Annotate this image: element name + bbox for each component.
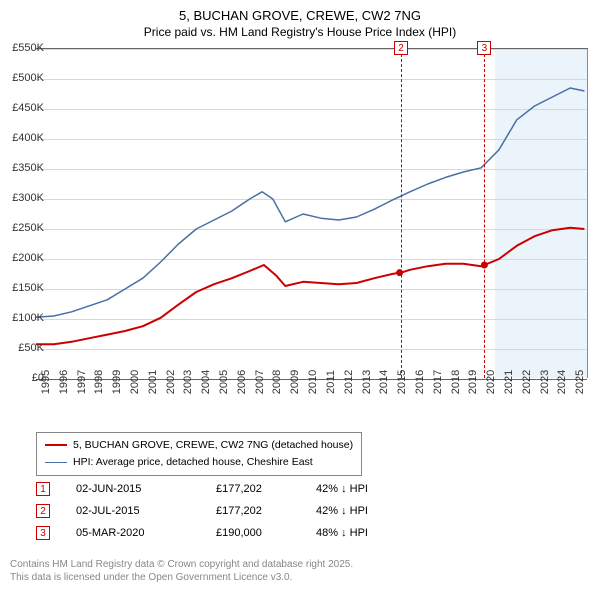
x-tick-label: 2010 [307, 370, 319, 394]
x-tick-label: 2015 [396, 370, 408, 394]
chart-legend: 5, BUCHAN GROVE, CREWE, CW2 7NG (detache… [36, 432, 362, 476]
sales-price: £177,202 [216, 483, 316, 495]
chart-plot-area: 23 [36, 48, 588, 378]
series-marker-price_paid [396, 269, 403, 276]
x-tick-label: 2025 [574, 370, 586, 394]
sales-row: 3 05-MAR-2020£190,00048% ↓ HPI [36, 522, 416, 544]
x-tick-label: 2020 [485, 370, 497, 394]
event-marker-badge: 2 [394, 41, 408, 55]
x-tick-label: 2017 [432, 370, 444, 394]
legend-swatch [45, 444, 67, 446]
y-tick-label: £0 [6, 372, 44, 384]
legend-item: HPI: Average price, detached house, Ches… [45, 454, 353, 471]
sales-marker-badge: 2 [36, 504, 50, 518]
x-tick-label: 2007 [254, 370, 266, 394]
x-tick-label: 2005 [218, 370, 230, 394]
legend-label: 5, BUCHAN GROVE, CREWE, CW2 7NG (detache… [73, 437, 353, 454]
x-tick-label: 2002 [165, 370, 177, 394]
x-tick-label: 2024 [556, 370, 568, 394]
x-tick-label: 2021 [503, 370, 515, 394]
y-tick-label: £50K [6, 342, 44, 354]
x-tick-label: 2001 [147, 370, 159, 394]
y-tick-label: £450K [6, 102, 44, 114]
x-tick-label: 2023 [539, 370, 551, 394]
y-tick-label: £500K [6, 72, 44, 84]
sales-date: 02-JUN-2015 [76, 483, 216, 495]
y-tick-label: £200K [6, 252, 44, 264]
x-tick-label: 2012 [343, 370, 355, 394]
x-tick-label: 2006 [236, 370, 248, 394]
sales-marker-badge: 1 [36, 482, 50, 496]
event-marker-badge: 3 [477, 41, 491, 55]
y-tick-label: £250K [6, 222, 44, 234]
sales-date: 05-MAR-2020 [76, 527, 216, 539]
sales-date: 02-JUL-2015 [76, 505, 216, 517]
x-tick-label: 1999 [111, 370, 123, 394]
sales-marker-badge: 3 [36, 526, 50, 540]
y-tick-label: £100K [6, 312, 44, 324]
event-marker-line [484, 49, 485, 378]
x-tick-label: 1997 [76, 370, 88, 394]
event-marker-line [401, 49, 402, 378]
y-tick-label: £550K [6, 42, 44, 54]
x-tick-label: 2016 [414, 370, 426, 394]
x-tick-label: 2011 [325, 370, 337, 394]
y-tick-label: £300K [6, 192, 44, 204]
y-tick-label: £350K [6, 162, 44, 174]
footer-line2: This data is licensed under the Open Gov… [10, 571, 353, 584]
x-tick-label: 2019 [467, 370, 479, 394]
x-tick-label: 2022 [521, 370, 533, 394]
x-tick-label: 1995 [40, 370, 52, 394]
sales-diff: 42% ↓ HPI [316, 505, 416, 517]
sales-table: 1 02-JUN-2015£177,20242% ↓ HPI 2 02-JUL-201… [36, 478, 416, 544]
sales-diff: 48% ↓ HPI [316, 527, 416, 539]
legend-item: 5, BUCHAN GROVE, CREWE, CW2 7NG (detache… [45, 437, 353, 454]
x-tick-label: 2013 [361, 370, 373, 394]
chart-title-line2: Price paid vs. HM Land Registry's House … [0, 25, 600, 39]
legend-label: HPI: Average price, detached house, Ches… [73, 454, 313, 471]
chart-line-layer [36, 49, 587, 378]
x-tick-label: 2000 [129, 370, 141, 394]
attribution-footer: Contains HM Land Registry data © Crown c… [10, 558, 353, 584]
y-tick-label: £150K [6, 282, 44, 294]
sales-row: 2 02-JUL-2015£177,20242% ↓ HPI [36, 500, 416, 522]
x-tick-label: 2003 [182, 370, 194, 394]
sales-row: 1 02-JUN-2015£177,20242% ↓ HPI [36, 478, 416, 500]
x-tick-label: 1998 [93, 370, 105, 394]
x-tick-label: 2018 [450, 370, 462, 394]
x-tick-label: 2014 [378, 370, 390, 394]
x-tick-label: 2009 [289, 370, 301, 394]
series-line-price_paid [36, 228, 584, 344]
x-tick-label: 2008 [271, 370, 283, 394]
sales-diff: 42% ↓ HPI [316, 483, 416, 495]
legend-swatch [45, 462, 67, 463]
sales-price: £190,000 [216, 527, 316, 539]
x-tick-label: 1996 [58, 370, 70, 394]
footer-line1: Contains HM Land Registry data © Crown c… [10, 558, 353, 571]
x-tick-label: 2004 [200, 370, 212, 394]
y-tick-label: £400K [6, 132, 44, 144]
chart-title-block: 5, BUCHAN GROVE, CREWE, CW2 7NG Price pa… [0, 0, 600, 39]
sales-price: £177,202 [216, 505, 316, 517]
chart-title-line1: 5, BUCHAN GROVE, CREWE, CW2 7NG [0, 8, 600, 23]
